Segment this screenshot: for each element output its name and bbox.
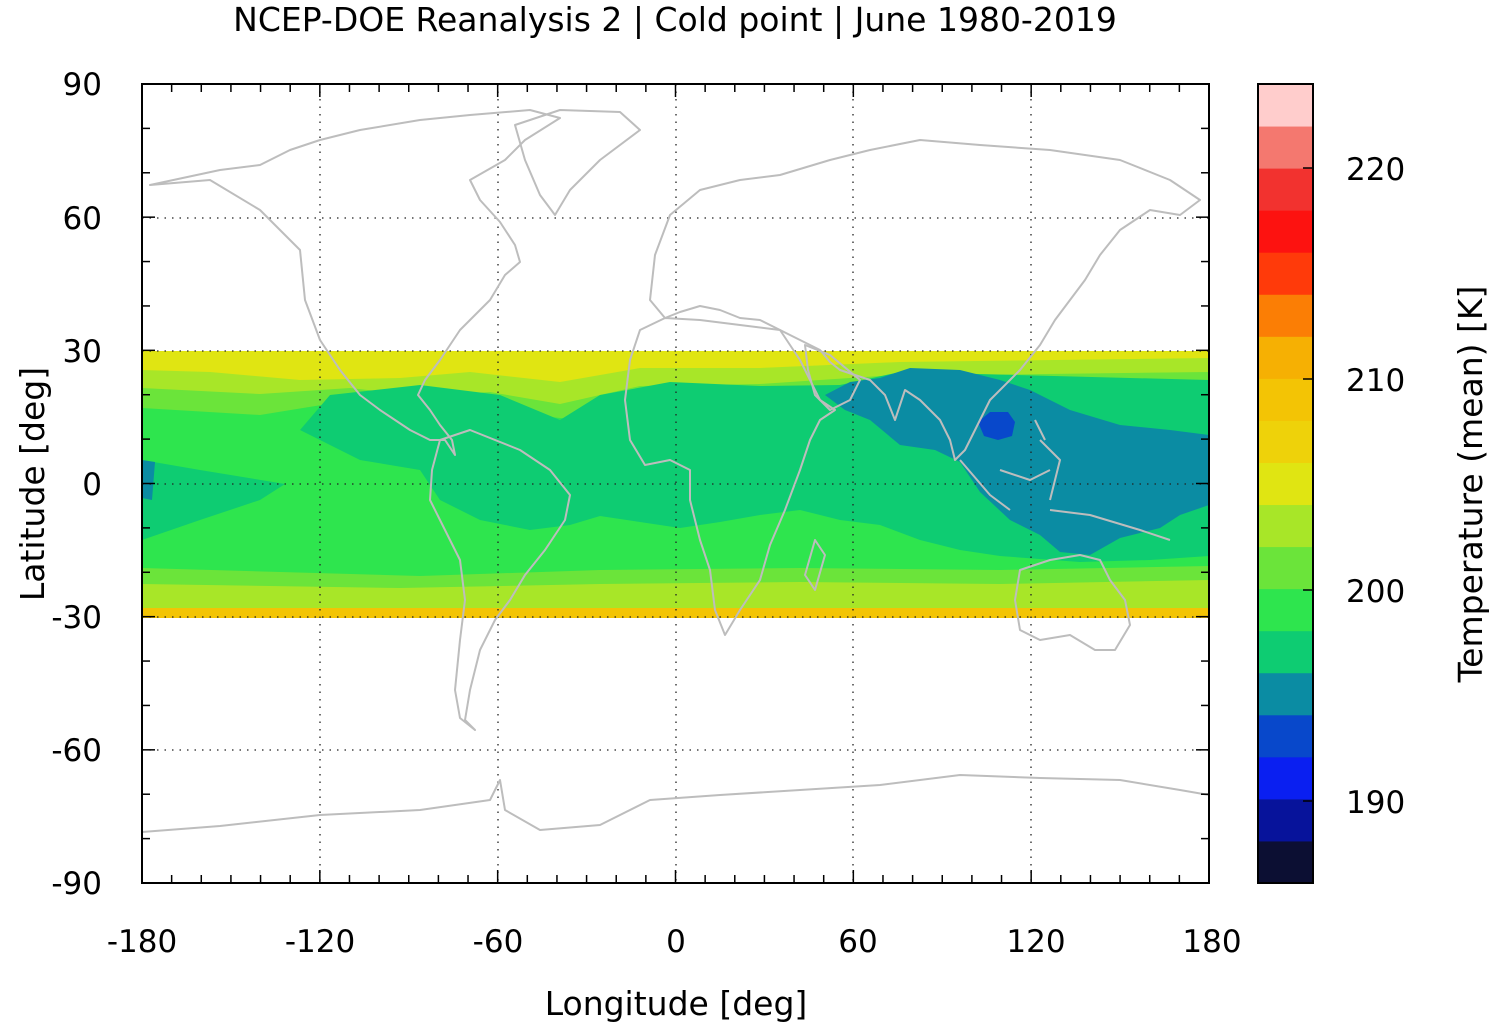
- coast-greenland: [514, 109, 641, 216]
- y-tick-label: 30: [63, 334, 102, 370]
- colorbar-cell: [1258, 714, 1313, 758]
- colorbar-cell: [1258, 168, 1313, 211]
- colorbar-cell: [1258, 294, 1313, 337]
- x-tick-label: -120: [285, 924, 355, 960]
- y-minor-ticks: [142, 83, 1209, 884]
- x-axis-label: Longitude [deg]: [545, 984, 808, 1023]
- x-tick-label: -60: [473, 924, 524, 960]
- y-tick-label: 90: [63, 67, 102, 103]
- field-zone-blue-core: [978, 412, 1015, 440]
- colorbar-tick-label: 200: [1346, 574, 1405, 610]
- colorbar-tick-label: 190: [1346, 785, 1405, 821]
- coast-europe-asia: [649, 139, 1201, 461]
- colorbar-cell: [1258, 798, 1313, 842]
- coastlines: [142, 109, 1209, 833]
- colorbar-cell: [1258, 336, 1313, 379]
- colorbar-cell: [1258, 420, 1313, 463]
- x-tick-labels: -180 -120 -60 0 60 120 180: [107, 924, 1242, 960]
- coast-africa: [624, 317, 836, 636]
- temperature-field: [142, 351, 1209, 618]
- y-tick-labels: 90 60 30 0 -30 -60 -90: [51, 67, 102, 902]
- x-tick-label: -180: [107, 924, 177, 960]
- grid-lines: [142, 84, 1209, 883]
- x-tick-label: 60: [838, 924, 877, 960]
- colorbar-cell: [1258, 756, 1313, 800]
- coast-antarctica: [142, 774, 1209, 833]
- y-tick-label: 0: [82, 467, 102, 503]
- colorbar-cell: [1258, 840, 1313, 884]
- colorbar-cell: [1258, 378, 1313, 421]
- y-tick-label: -60: [51, 733, 102, 769]
- y-axis-label: Latitude [deg]: [13, 367, 52, 601]
- coast-north-america: [149, 109, 561, 456]
- colorbar: 220 210 200 190 Temperature (mean) [K]: [1257, 83, 1490, 884]
- coast-australia: [1014, 554, 1131, 651]
- colorbar-frame: [1257, 83, 1314, 884]
- colorbar-cell: [1258, 252, 1313, 295]
- colorbar-cell: [1258, 84, 1313, 127]
- colorbar-tick-label: 220: [1346, 152, 1405, 188]
- coast-arabia: [804, 344, 861, 411]
- coast-south-america: [429, 429, 571, 731]
- colorbar-cells: [1258, 84, 1313, 884]
- colorbar-tick-label: 210: [1346, 363, 1405, 399]
- x-minor-ticks: [141, 84, 1210, 883]
- colorbar-cell: [1258, 672, 1313, 716]
- y-tick-label: -30: [51, 600, 102, 636]
- colorbar-cell: [1258, 504, 1313, 548]
- colorbar-cell: [1258, 588, 1313, 632]
- x-tick-label: 180: [1182, 924, 1241, 960]
- colorbar-cell: [1258, 546, 1313, 590]
- field-zone-teal: [142, 368, 1209, 555]
- x-tick-label: 120: [1006, 924, 1065, 960]
- axes: [141, 83, 1210, 884]
- colorbar-cell: [1258, 126, 1313, 169]
- colorbar-cell: [1258, 462, 1313, 506]
- coast-madagascar: [804, 539, 826, 591]
- coast-maritime-continent: [959, 419, 1171, 541]
- chart-title: NCEP-DOE Reanalysis 2 | Cold point | Jun…: [233, 0, 1117, 39]
- colorbar-cell: [1258, 630, 1313, 674]
- x-tick-label: 0: [666, 924, 686, 960]
- colorbar-label: Temperature (mean) [K]: [1451, 286, 1490, 684]
- y-tick-label: -90: [51, 866, 102, 902]
- y-tick-label: 60: [63, 201, 102, 237]
- colorbar-cell: [1258, 210, 1313, 253]
